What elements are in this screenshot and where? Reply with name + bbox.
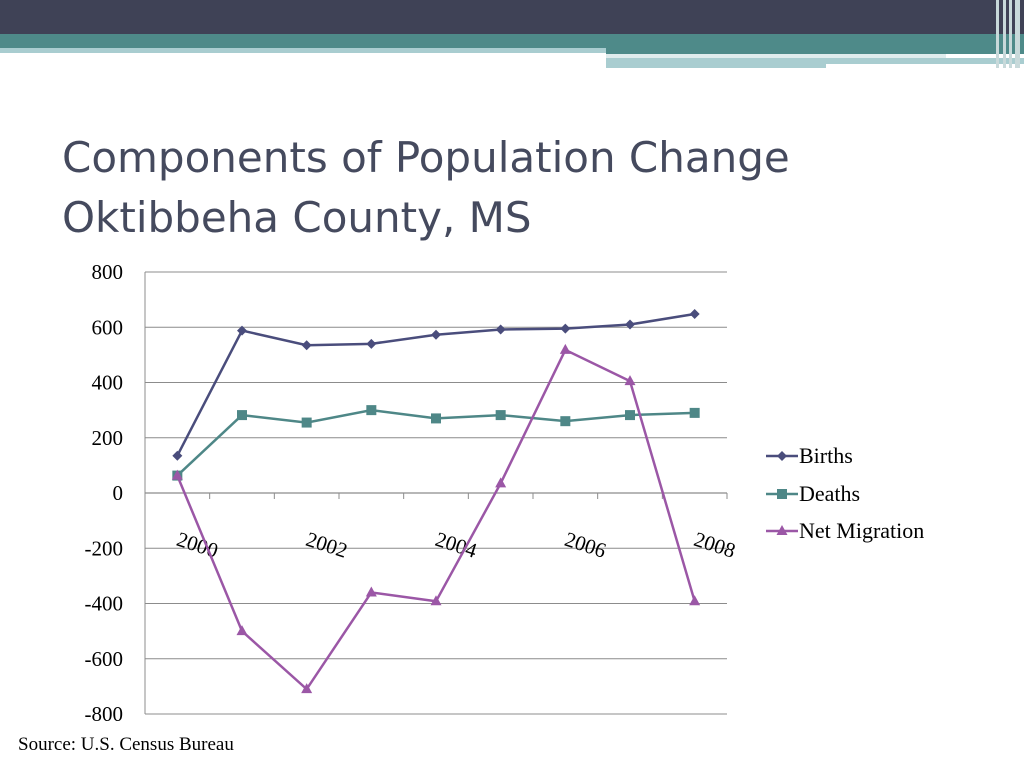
- slide-title-line-1: Components of Population Change: [62, 133, 790, 182]
- data-point-births: [172, 450, 183, 461]
- header-accent-strip: [606, 58, 826, 68]
- data-point-net-migration: [624, 375, 636, 386]
- data-point-deaths: [689, 407, 700, 418]
- x-tick-label: 2000: [174, 527, 221, 563]
- data-point-births: [689, 308, 700, 319]
- data-point-births: [301, 340, 312, 351]
- data-point-net-migration: [301, 683, 313, 694]
- data-point-births: [237, 325, 247, 336]
- data-point-deaths: [301, 417, 312, 428]
- source-note: Source: U.S. Census Bureau: [18, 734, 234, 755]
- data-point-deaths: [625, 410, 635, 421]
- data-point-deaths: [431, 413, 441, 424]
- data-point-net-migration: [689, 595, 701, 606]
- data-point-deaths: [237, 410, 247, 421]
- header-light-band: [0, 48, 606, 53]
- legend-marker-births: [777, 451, 787, 461]
- slide-title: Components of Population Change Oktibbeh…: [62, 128, 962, 248]
- header-accent-strip: [826, 58, 1024, 64]
- y-tick-label: 800: [92, 260, 124, 284]
- header-vertical-bars: [994, 0, 1024, 68]
- data-point-deaths: [366, 405, 377, 416]
- slide-title-line-2: Oktibbeha County, MS: [62, 193, 532, 242]
- y-tick-label: -600: [85, 647, 124, 671]
- data-point-net-migration: [365, 586, 377, 597]
- legend-marker-deaths: [777, 489, 787, 499]
- x-tick-label: 2002: [303, 527, 350, 563]
- data-point-net-migration: [495, 477, 507, 488]
- y-tick-label: 200: [92, 426, 124, 450]
- data-point-net-migration: [430, 595, 442, 606]
- y-tick-label: 0: [113, 481, 124, 505]
- series-line-net-migration: [176, 348, 696, 692]
- legend-marker-net-migration: [776, 525, 788, 535]
- header-dark-band: [0, 0, 1024, 34]
- x-tick-label: 2006: [562, 527, 609, 563]
- data-point-births: [560, 323, 571, 334]
- y-tick-label: -400: [85, 592, 124, 616]
- legend-label-deaths: Deaths: [799, 481, 860, 506]
- y-tick-label: 600: [92, 315, 124, 339]
- data-point-births: [366, 338, 377, 349]
- data-point-net-migration: [171, 469, 183, 480]
- y-tick-label: 400: [92, 371, 124, 395]
- data-point-deaths: [560, 416, 571, 427]
- data-point-deaths: [495, 410, 506, 421]
- header-teal-band: [0, 34, 1024, 48]
- y-tick-label: -800: [85, 702, 124, 726]
- header-accent-strip: [606, 48, 1024, 54]
- data-point-net-migration: [559, 343, 571, 354]
- header-accent-strip: [606, 54, 946, 58]
- legend-label-births: Births: [799, 443, 853, 468]
- x-tick-label: 2008: [691, 527, 738, 563]
- data-point-births: [495, 324, 506, 335]
- data-point-births: [625, 319, 635, 330]
- data-point-births: [431, 329, 441, 340]
- legend-label-net-migration: Net Migration: [799, 518, 924, 543]
- data-point-net-migration: [236, 625, 248, 636]
- y-tick-label: -200: [85, 536, 124, 560]
